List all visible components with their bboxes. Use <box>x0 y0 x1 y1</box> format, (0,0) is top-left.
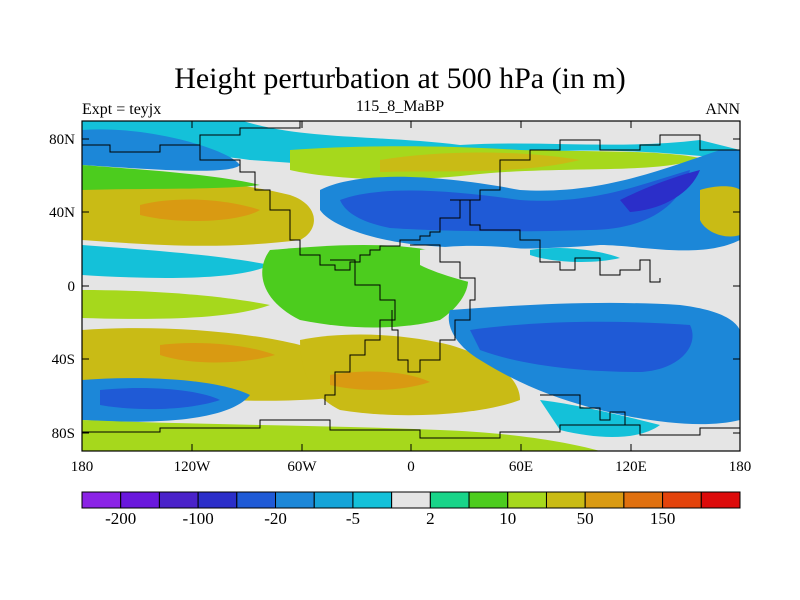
colorbar-labels: -200 -100 -20 -5 2 10 50 150 <box>105 509 675 528</box>
lon-tick-label: 180 <box>729 459 752 475</box>
colorbar-swatch <box>700 491 741 509</box>
colorbar-swatch <box>120 491 160 509</box>
colorbar-label: -200 <box>105 509 136 528</box>
field-trop-west <box>82 245 270 278</box>
field-pacific-peak <box>140 199 260 222</box>
coast-greenland <box>199 121 301 145</box>
colorbar-swatch <box>236 491 277 509</box>
field-trop-green <box>262 245 469 328</box>
coast-north-america-eurasia <box>82 134 740 271</box>
colorbar-label: 2 <box>426 509 435 528</box>
colorbar-swatch <box>584 491 625 509</box>
season-label: ANN <box>705 101 740 118</box>
colorbar-swatch <box>507 491 547 509</box>
colorbar-label: -100 <box>183 509 214 528</box>
field-sh-trough-deep <box>470 321 693 372</box>
coast-antarctica <box>82 419 740 439</box>
lon-tick-label: 60W <box>287 459 317 475</box>
colorbar-swatch <box>468 491 509 509</box>
colorbar <box>81 491 741 509</box>
colorbar-swatch <box>313 491 354 509</box>
colorbar-swatch <box>275 491 315 509</box>
lat-tick-label: 40N <box>49 205 75 221</box>
lon-tick-label: 120W <box>174 459 212 475</box>
height-field <box>82 121 740 451</box>
field-sh-high-peak <box>160 343 275 363</box>
coast-asia-south <box>450 199 661 283</box>
colorbar-swatch <box>429 491 470 509</box>
lat-tick-label: 40S <box>52 352 75 368</box>
field-east-high <box>700 186 740 237</box>
colorbar-swatch <box>662 491 702 509</box>
tick-marks <box>81 121 741 451</box>
colorbar-swatch <box>197 491 238 509</box>
colorbar-swatch <box>545 491 586 509</box>
colorbar-label: 150 <box>650 509 676 528</box>
colorbar-swatch <box>623 491 664 509</box>
lon-tick-label: 180 <box>71 459 94 475</box>
field-north-green2 <box>82 165 260 190</box>
lat-tick-label: 0 <box>68 279 76 295</box>
lon-tick-label: 60E <box>509 459 533 475</box>
field-trop-grey <box>420 245 740 308</box>
coast-africa <box>391 244 476 373</box>
period-label: 115_8_MaBP <box>355 98 445 115</box>
colorbar-swatch <box>391 491 431 509</box>
colorbar-label: 50 <box>577 509 594 528</box>
coastlines <box>82 121 740 439</box>
field-sh-west-green <box>82 290 270 319</box>
colorbar-label: 10 <box>499 509 516 528</box>
colorbar-label: -20 <box>264 509 287 528</box>
colorbar-label: -5 <box>346 509 360 528</box>
lat-tick-label: 80N <box>49 132 75 148</box>
experiment-label: Expt = teyjx <box>82 101 162 118</box>
field-nh-trough-core <box>620 170 700 212</box>
lon-tick-label: 120E <box>615 459 647 475</box>
field-north-grey <box>243 121 740 150</box>
coast-south-america <box>324 259 396 405</box>
colorbar-swatch <box>158 491 199 509</box>
colorbar-swatch <box>81 491 122 509</box>
colorbar-swatch <box>352 491 393 509</box>
field-sh-atlantic-peak <box>330 371 430 390</box>
map-title: Height perturbation at 500 hPa (in m) <box>174 62 626 95</box>
field-nh-trough-deep <box>340 170 690 232</box>
lat-tick-label: 80S <box>52 426 75 442</box>
lon-tick-label: 0 <box>407 459 415 475</box>
field-sh-west-deep <box>100 388 220 410</box>
coast-australia <box>540 394 640 426</box>
